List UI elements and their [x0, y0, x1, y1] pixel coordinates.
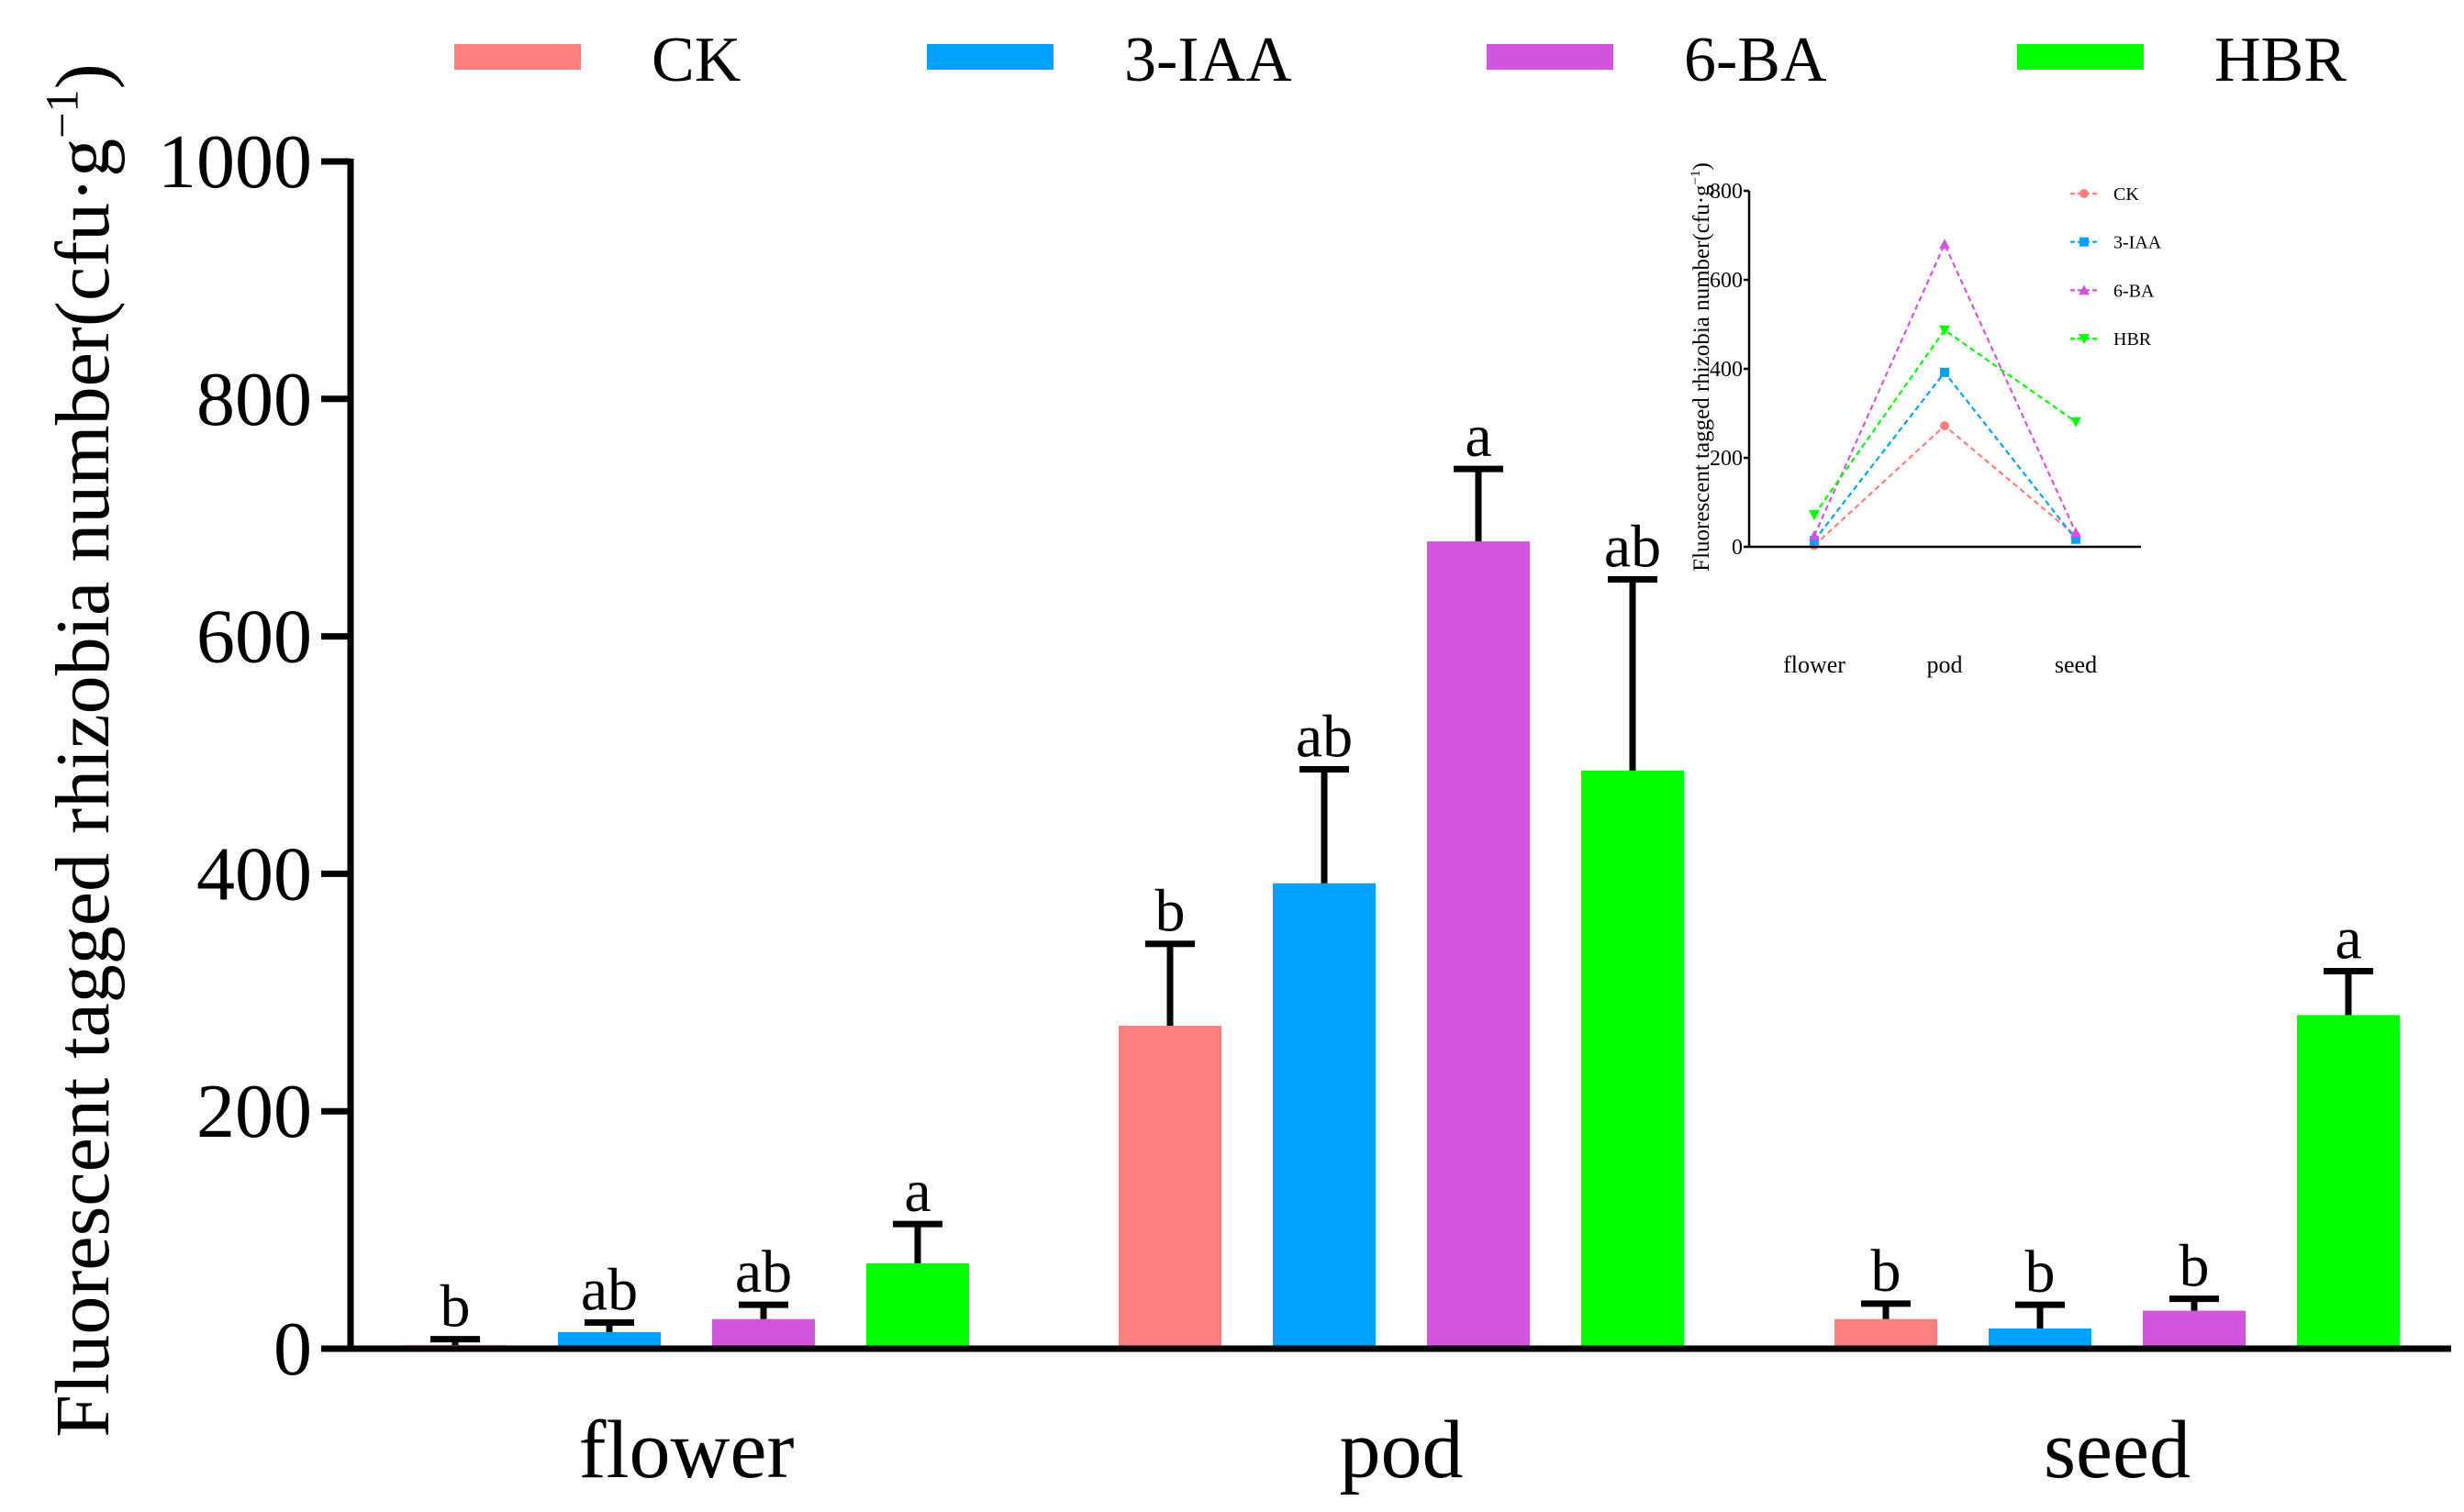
bar-3-IAA-flower	[558, 1331, 661, 1349]
significance-letter: a	[2335, 906, 2361, 973]
inset-y-tick-label: 0	[1732, 536, 1743, 560]
legend-label: 3-IAA	[2113, 233, 2162, 253]
x-category-label: pod	[1340, 1405, 1464, 1495]
line-HBR	[1813, 328, 2077, 516]
inset-y-tick-label: 800	[1710, 180, 1743, 204]
bar-CK-seed	[1834, 1318, 1937, 1349]
bar-HBR-pod	[1581, 770, 1684, 1349]
line-6-BA	[1812, 241, 2078, 537]
legend-swatch-CK	[454, 44, 581, 70]
legend-label: HBR	[2113, 329, 2152, 350]
significance-letter: b	[440, 1273, 471, 1340]
point-6-BA-flower	[1809, 529, 1820, 540]
bar-6-BA-pod	[1427, 541, 1530, 1349]
y-axis-label-superscript: −1	[36, 89, 87, 139]
bar-3-IAA-seed	[1989, 1329, 2091, 1349]
legend-marker-HBR	[2079, 334, 2090, 345]
bar-HBR-seed	[2297, 1015, 2400, 1349]
significance-letter: b	[1871, 1238, 1901, 1305]
y-axis-label: Fluorescent tagged rhizobia number(cfu·g…	[36, 63, 126, 1437]
legend-label: 6-BA	[1684, 25, 1827, 95]
inset-x-category-label: seed	[2055, 651, 2097, 678]
legend: CK 3-IAA 6-BA HBR	[454, 25, 2347, 95]
legend-marker-CK	[2079, 189, 2089, 198]
legend-marker-3-IAA	[2079, 237, 2089, 247]
bar-HBR-flower	[866, 1262, 969, 1349]
y-tick-label: 400	[196, 831, 312, 917]
significance-letter: b	[1155, 878, 1186, 945]
y-axis-label: Fluorescent tagged rhizobia number(cfu·g…	[1689, 162, 1714, 572]
significance-letter: ab	[1296, 704, 1353, 771]
bar-6-BA-flower	[712, 1318, 815, 1349]
y-axis-label-text: Fluorescent tagged rhizobia number(cfu·g	[1689, 184, 1714, 572]
point-3-IAA-flower	[1810, 536, 1819, 546]
point-6-BA-seed	[2070, 527, 2081, 538]
legend-label: CK	[652, 25, 741, 95]
legend-label: 6-BA	[2113, 281, 2155, 301]
point-6-BA-pod	[1939, 239, 1950, 250]
y-tick-label: 800	[196, 357, 312, 442]
point-3-IAA-pod	[1940, 367, 1949, 377]
significance-letter: a	[904, 1158, 931, 1225]
significance-letter: a	[1465, 403, 1491, 470]
point-HBR-seed	[2070, 417, 2081, 428]
significance-letter: ab	[581, 1257, 638, 1324]
legend-label: CK	[2113, 184, 2139, 205]
significance-letter: ab	[735, 1239, 792, 1306]
x-category-label: flower	[579, 1405, 795, 1495]
point-CK-pod	[1940, 421, 1949, 431]
bar-CK-pod	[1119, 1026, 1221, 1349]
bar-3-IAA-pod	[1273, 883, 1376, 1349]
line-CK	[1813, 424, 2077, 547]
y-axis-label-close: )	[40, 63, 126, 89]
legend-marker-6-BA	[2079, 284, 2090, 295]
legend-swatch-HBR	[2017, 44, 2144, 70]
inset-y-tick-label: 400	[1710, 358, 1743, 382]
x-category-label: seed	[2044, 1405, 2191, 1495]
legend-label: 3-IAA	[1124, 25, 1292, 95]
y-tick-label: 200	[196, 1069, 312, 1154]
legend-swatch-3-IAA	[927, 44, 1054, 70]
inset-y-tick-label: 200	[1710, 447, 1743, 471]
significance-letter: ab	[1604, 513, 1661, 580]
line-3-IAA	[1813, 371, 2077, 541]
legend-swatch-6-BA	[1487, 44, 1613, 70]
significance-letter: b	[2025, 1239, 2056, 1306]
y-tick-label: 600	[196, 595, 312, 680]
bar-6-BA-seed	[2143, 1310, 2246, 1349]
inset-line-chart: CK 3-IAA 6-BA HBR 0 200 400 600 800 flower pod seed…	[1689, 162, 2162, 678]
y-tick-label: 0	[273, 1306, 312, 1392]
inset-x-category-label: pod	[1927, 651, 1963, 678]
y-tick-label: 1000	[158, 119, 312, 205]
legend-label: HBR	[2214, 25, 2347, 95]
point-HBR-flower	[1809, 510, 1820, 521]
y-axis-label-text: Fluorescent tagged rhizobia number(cfu·g	[40, 139, 126, 1438]
inset-y-tick-label: 600	[1710, 269, 1743, 293]
point-3-IAA-seed	[2071, 534, 2080, 544]
y-axis-label-close: )	[1689, 162, 1714, 170]
inset-x-category-label: flower	[1783, 651, 1845, 678]
point-HBR-pod	[1939, 325, 1950, 336]
significance-letter: b	[2180, 1233, 2210, 1300]
y-axis-label-superscript: −1	[1689, 170, 1703, 184]
